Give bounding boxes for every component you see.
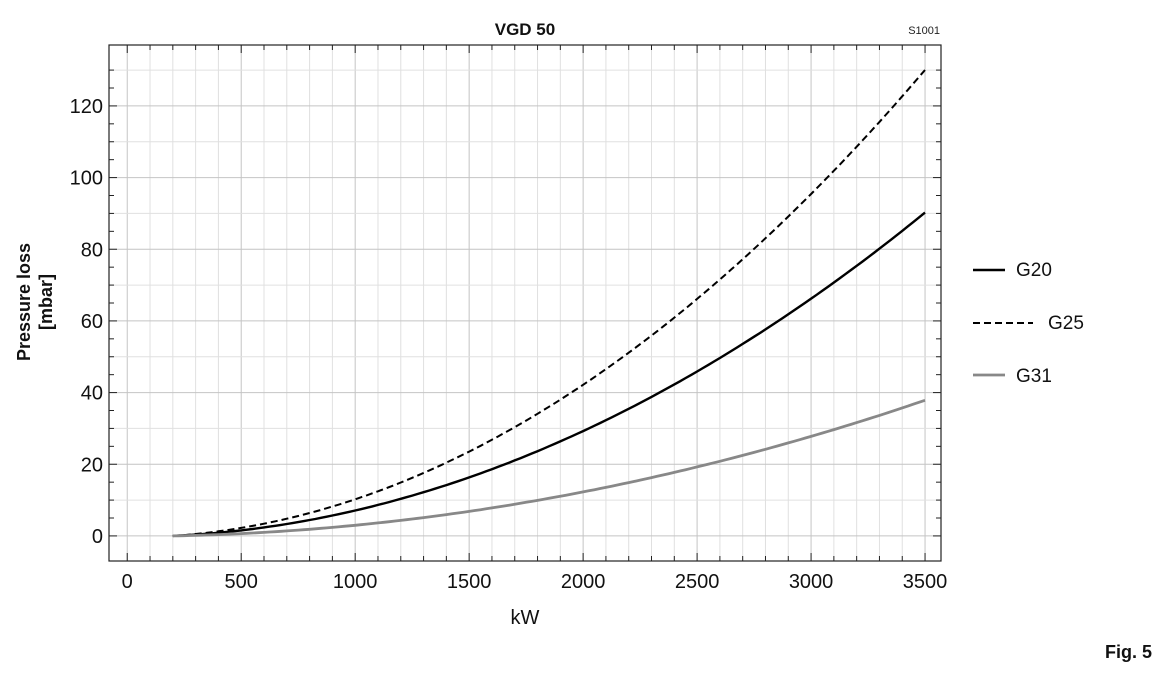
y-tick-label: 100: [70, 168, 103, 190]
figure-label: Fig. 5: [1105, 642, 1152, 662]
grid: [109, 45, 941, 561]
legend-label-g31: G31: [1016, 366, 1052, 387]
x-tick-label: 2500: [675, 571, 720, 593]
x-tick-label: 2000: [561, 571, 606, 593]
legend-label-g25: G25: [1048, 313, 1084, 334]
x-tick-label: 0: [122, 571, 133, 593]
chart-code: S1001: [908, 25, 940, 37]
y-tick-label: 0: [92, 526, 103, 548]
x-tick-label: 500: [225, 571, 258, 593]
y-tick-label: 120: [70, 96, 103, 118]
series-line-g20: [172, 211, 926, 538]
y-tick-label: 60: [81, 311, 103, 333]
axis-ticks: [109, 45, 941, 561]
x-tick-label: 3000: [789, 571, 834, 593]
x-tick-label: 1000: [333, 571, 378, 593]
series-line-g25: [172, 69, 926, 537]
x-tick-label: 3500: [903, 571, 948, 593]
series-lines: [172, 69, 926, 538]
plot-frame: [108, 44, 942, 562]
y-tick-label: 80: [81, 239, 103, 261]
legend: G20 G25 G31: [973, 260, 1084, 387]
x-tick-label: 1500: [447, 571, 492, 593]
chart-title: VGD 50: [495, 20, 555, 39]
series-line-g31: [172, 398, 926, 538]
y-axis-label: Pressure loss [mbar]: [14, 243, 56, 361]
y-axis-label-line-1: Pressure loss: [14, 243, 34, 361]
y-tick-label: 20: [81, 454, 103, 476]
y-tick-label: 40: [81, 383, 103, 405]
x-axis-label: kW: [511, 607, 540, 629]
y-tick-labels: 0 20 40 60 80 100 120: [70, 96, 103, 548]
y-axis-label-line-2: [mbar]: [36, 274, 56, 330]
legend-label-g20: G20: [1016, 260, 1052, 281]
x-tick-labels: 0 500 1000 1500 2000 2500 3000 3500: [122, 571, 948, 593]
